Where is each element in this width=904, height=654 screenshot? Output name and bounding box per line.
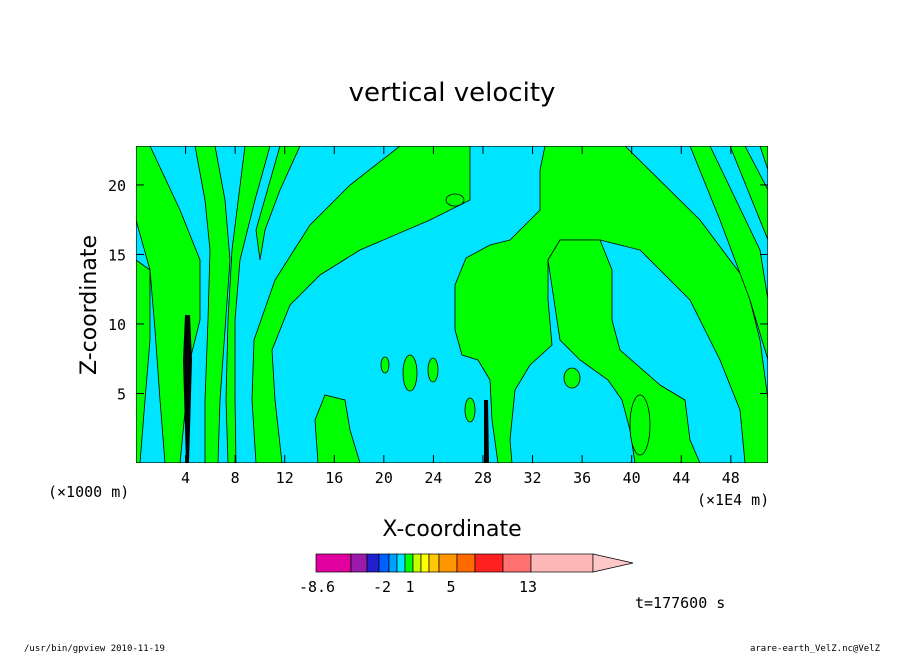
x-tick-label: 48 — [722, 469, 740, 487]
positive-cell — [464, 397, 476, 423]
colorbar-segment — [420, 553, 430, 573]
time-label: t=177600 s — [635, 594, 725, 612]
plot-area — [136, 146, 768, 463]
positive-region — [136, 259, 151, 463]
y-units-label: (×1000 m) — [48, 483, 129, 501]
x-axis: 4 8 12 16 20 24 28 32 36 40 44 48 — [181, 146, 740, 487]
colorbar-segment — [404, 553, 414, 573]
colorbar-segment — [388, 553, 398, 573]
positive-region — [194, 146, 231, 463]
x-tick-label: 36 — [573, 469, 591, 487]
colorbar-segment — [502, 553, 532, 573]
y-axis-title: Z-coordinate — [77, 235, 102, 375]
colorbar-label: 13 — [519, 578, 537, 596]
colorbar-segment — [366, 553, 380, 573]
colorbar-segment — [396, 553, 406, 573]
positive-region — [454, 146, 768, 463]
x-tick-label: 40 — [623, 469, 641, 487]
x-tick-label: 12 — [276, 469, 294, 487]
positive-cell — [380, 356, 390, 374]
y-tick-label: 10 — [108, 316, 126, 334]
positive-region — [759, 146, 768, 171]
colorbar-segment — [428, 553, 440, 573]
x-tick-label: 4 — [181, 469, 190, 487]
positive-region — [314, 394, 361, 463]
positive-region — [251, 146, 471, 463]
colorbar-segment — [438, 553, 458, 573]
colorbar-label: 5 — [446, 578, 455, 596]
colorbar-label: -2 — [373, 578, 391, 596]
colorbar-arrow — [592, 553, 634, 573]
x-tick-label: 32 — [524, 469, 542, 487]
colorbar-segment — [315, 553, 352, 573]
x-axis-title: X-coordinate — [382, 517, 521, 542]
x-tick-label: 20 — [375, 469, 393, 487]
core-spike — [183, 315, 192, 463]
positive-region — [547, 239, 701, 463]
colorbar-segment — [378, 553, 390, 573]
x-tick-label: 16 — [325, 469, 343, 487]
colorbar-segment — [474, 553, 504, 573]
positive-cell — [427, 357, 439, 383]
colorbar — [315, 553, 634, 573]
colorbar-segment — [530, 553, 594, 573]
colorbar-labels: -8.6 -2 1 5 13 — [299, 578, 537, 596]
positive-cell — [445, 193, 465, 207]
x-tick-label: 28 — [474, 469, 492, 487]
footer-left: /usr/bin/gpview 2010-11-19 — [24, 644, 165, 654]
positive-region — [225, 146, 271, 463]
y-axis: 5 10 15 20 — [108, 177, 768, 403]
strong-cores — [183, 315, 489, 463]
x-tick-label: 8 — [231, 469, 240, 487]
chart-title: vertical velocity — [349, 78, 556, 108]
x-tick-label: 24 — [424, 469, 442, 487]
x-units-label: (×1E4 m) — [697, 491, 769, 509]
y-tick-label: 15 — [108, 246, 126, 264]
colorbar-segment — [350, 553, 368, 573]
colorbar-label: 1 — [405, 578, 414, 596]
positive-cell — [629, 394, 651, 456]
colorbar-segment — [412, 553, 422, 573]
colorbar-label: -8.6 — [299, 578, 335, 596]
positive-cell — [563, 367, 581, 389]
positive-region — [255, 146, 301, 261]
colorbar-segment — [456, 553, 476, 573]
positive-cell — [402, 354, 418, 392]
x-tick-label: 44 — [672, 469, 690, 487]
positive-region — [689, 146, 768, 361]
y-tick-label: 20 — [108, 177, 126, 195]
footer-right: arare-earth_VelZ.nc@VelZ — [750, 644, 881, 654]
core-spike — [484, 400, 489, 463]
y-tick-label: 5 — [117, 385, 126, 403]
positive-region — [729, 146, 768, 241]
